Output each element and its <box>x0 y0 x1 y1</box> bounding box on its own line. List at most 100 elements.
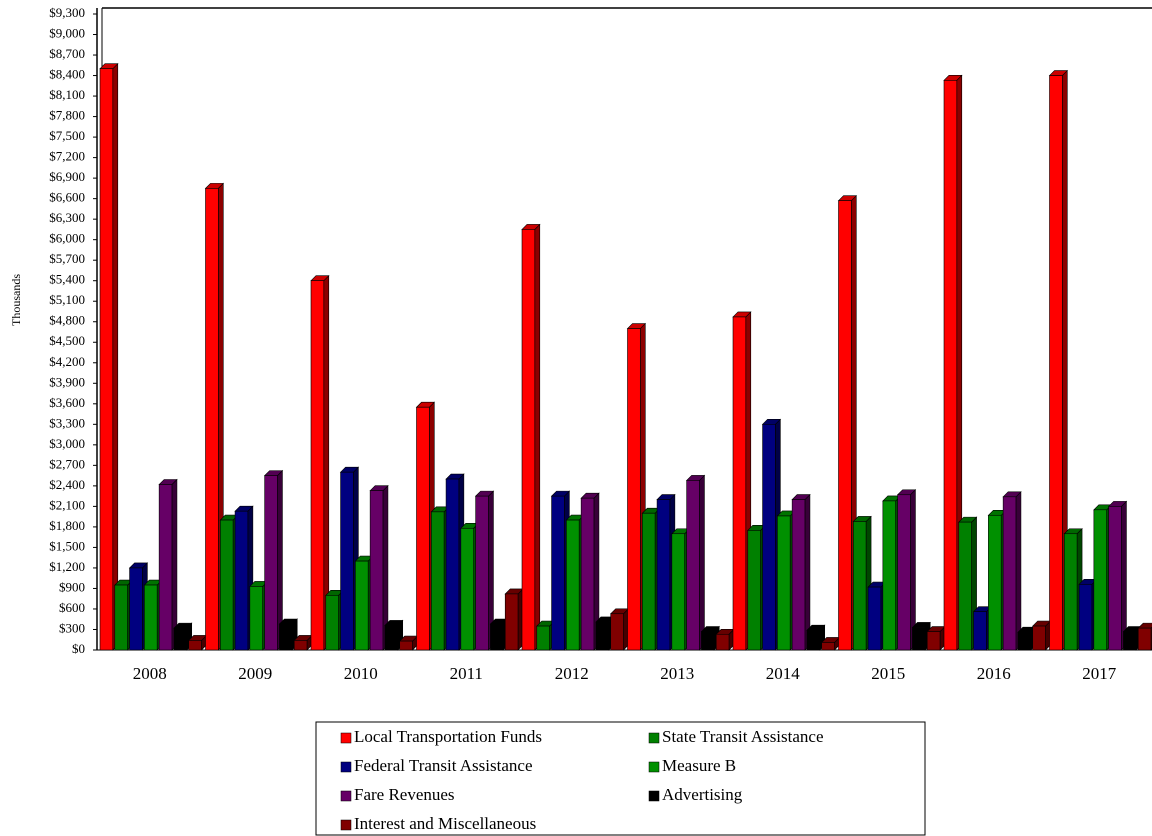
y-tick-label: $0 <box>72 641 85 656</box>
y-tick-label: $3,900 <box>49 374 85 389</box>
y-axis-label: Thousands <box>9 274 23 326</box>
bar <box>821 642 835 651</box>
y-tick-label: $9,300 <box>49 5 85 20</box>
y-tick-label: $8,700 <box>49 46 85 61</box>
bar <box>566 519 580 651</box>
bar <box>1049 75 1063 651</box>
bar <box>279 623 293 651</box>
bar-group <box>609 608 630 651</box>
y-tick-label: $5,400 <box>49 272 85 287</box>
y-tick-label: $5,700 <box>49 251 85 266</box>
y-tick-label: $7,200 <box>49 149 85 164</box>
y-tick-label: $2,400 <box>49 477 85 492</box>
legend-label: Measure B <box>662 756 736 775</box>
y-tick-label: $7,500 <box>49 128 85 143</box>
y-tick-label: $9,000 <box>49 26 85 41</box>
bar-group <box>504 588 524 651</box>
bar <box>1123 631 1137 651</box>
bar <box>988 514 1002 651</box>
bar-group <box>263 469 284 651</box>
bar-side <box>112 62 119 651</box>
y-tick-label: $1,500 <box>49 538 85 553</box>
x-tick-label: 2013 <box>660 664 694 683</box>
x-tick-label: 2015 <box>871 664 905 683</box>
bar <box>1137 627 1152 651</box>
bar <box>943 80 958 651</box>
bar-group <box>958 516 978 651</box>
y-tick-label: $6,900 <box>49 169 85 184</box>
bar <box>234 510 249 651</box>
x-tick-label: 2011 <box>450 664 483 683</box>
bar <box>158 484 173 651</box>
bar <box>384 625 399 651</box>
y-tick-label: $2,700 <box>49 456 85 471</box>
legend-swatch <box>340 790 352 802</box>
bar <box>114 584 128 651</box>
legend-swatch <box>340 819 352 831</box>
bar-group <box>1137 622 1152 651</box>
bar-group <box>685 474 706 651</box>
legend-swatch <box>648 761 660 773</box>
legend-swatch <box>340 761 352 773</box>
legend-swatch <box>340 732 352 744</box>
bar-side <box>534 223 541 651</box>
bar <box>219 519 234 651</box>
bar <box>416 406 430 651</box>
bar-group <box>1002 491 1022 651</box>
legend-label: Advertising <box>662 785 743 804</box>
bar <box>399 640 413 651</box>
y-tick-label: $4,200 <box>49 354 85 369</box>
bar-group <box>580 492 600 651</box>
bar-group <box>700 625 720 651</box>
bar <box>310 280 325 651</box>
bar <box>188 640 202 651</box>
bar-group <box>293 634 313 651</box>
y-tick-label: $600 <box>59 600 85 615</box>
bar-group <box>943 74 963 651</box>
bar-top <box>1137 622 1152 629</box>
bar <box>521 229 536 651</box>
bar-group <box>173 622 193 651</box>
bar <box>882 500 896 651</box>
y-tick-label: $1,200 <box>49 559 85 574</box>
bar-side <box>171 478 178 651</box>
bar <box>325 594 339 651</box>
bar <box>264 475 278 651</box>
bar <box>445 478 460 651</box>
bar <box>777 515 791 651</box>
legend-label: Fare Revenues <box>354 785 455 804</box>
bar <box>732 316 747 651</box>
y-tick-label: $4,500 <box>49 333 85 348</box>
bar <box>926 631 941 651</box>
bar-group <box>852 515 872 651</box>
bar <box>641 512 656 651</box>
bar <box>1002 496 1017 651</box>
bar-group <box>219 514 239 651</box>
bar <box>671 533 685 651</box>
legend-label: Interest and Miscellaneous <box>354 814 536 833</box>
bar <box>144 584 158 651</box>
bar-group <box>474 490 495 651</box>
bar <box>173 627 188 651</box>
y-tick-label: $300 <box>59 620 85 635</box>
y-tick-label: $8,100 <box>49 87 85 102</box>
y-tick-label: $2,100 <box>49 497 85 512</box>
bar-group <box>791 493 811 651</box>
bar-group <box>521 223 541 651</box>
bar <box>490 623 504 651</box>
x-tick-label: 2008 <box>133 664 167 683</box>
bar <box>1017 631 1032 651</box>
bar <box>1032 625 1046 651</box>
bar <box>551 495 565 651</box>
bar-side <box>1015 491 1022 651</box>
x-tick-label: 2009 <box>238 664 272 683</box>
legend-swatch <box>648 732 660 744</box>
bar <box>852 521 867 651</box>
bar <box>460 527 474 651</box>
bar-side <box>804 493 811 651</box>
bar-group <box>398 635 419 651</box>
bar-group <box>1107 500 1128 651</box>
bar <box>838 200 852 651</box>
y-tick-label: $8,400 <box>49 67 85 82</box>
